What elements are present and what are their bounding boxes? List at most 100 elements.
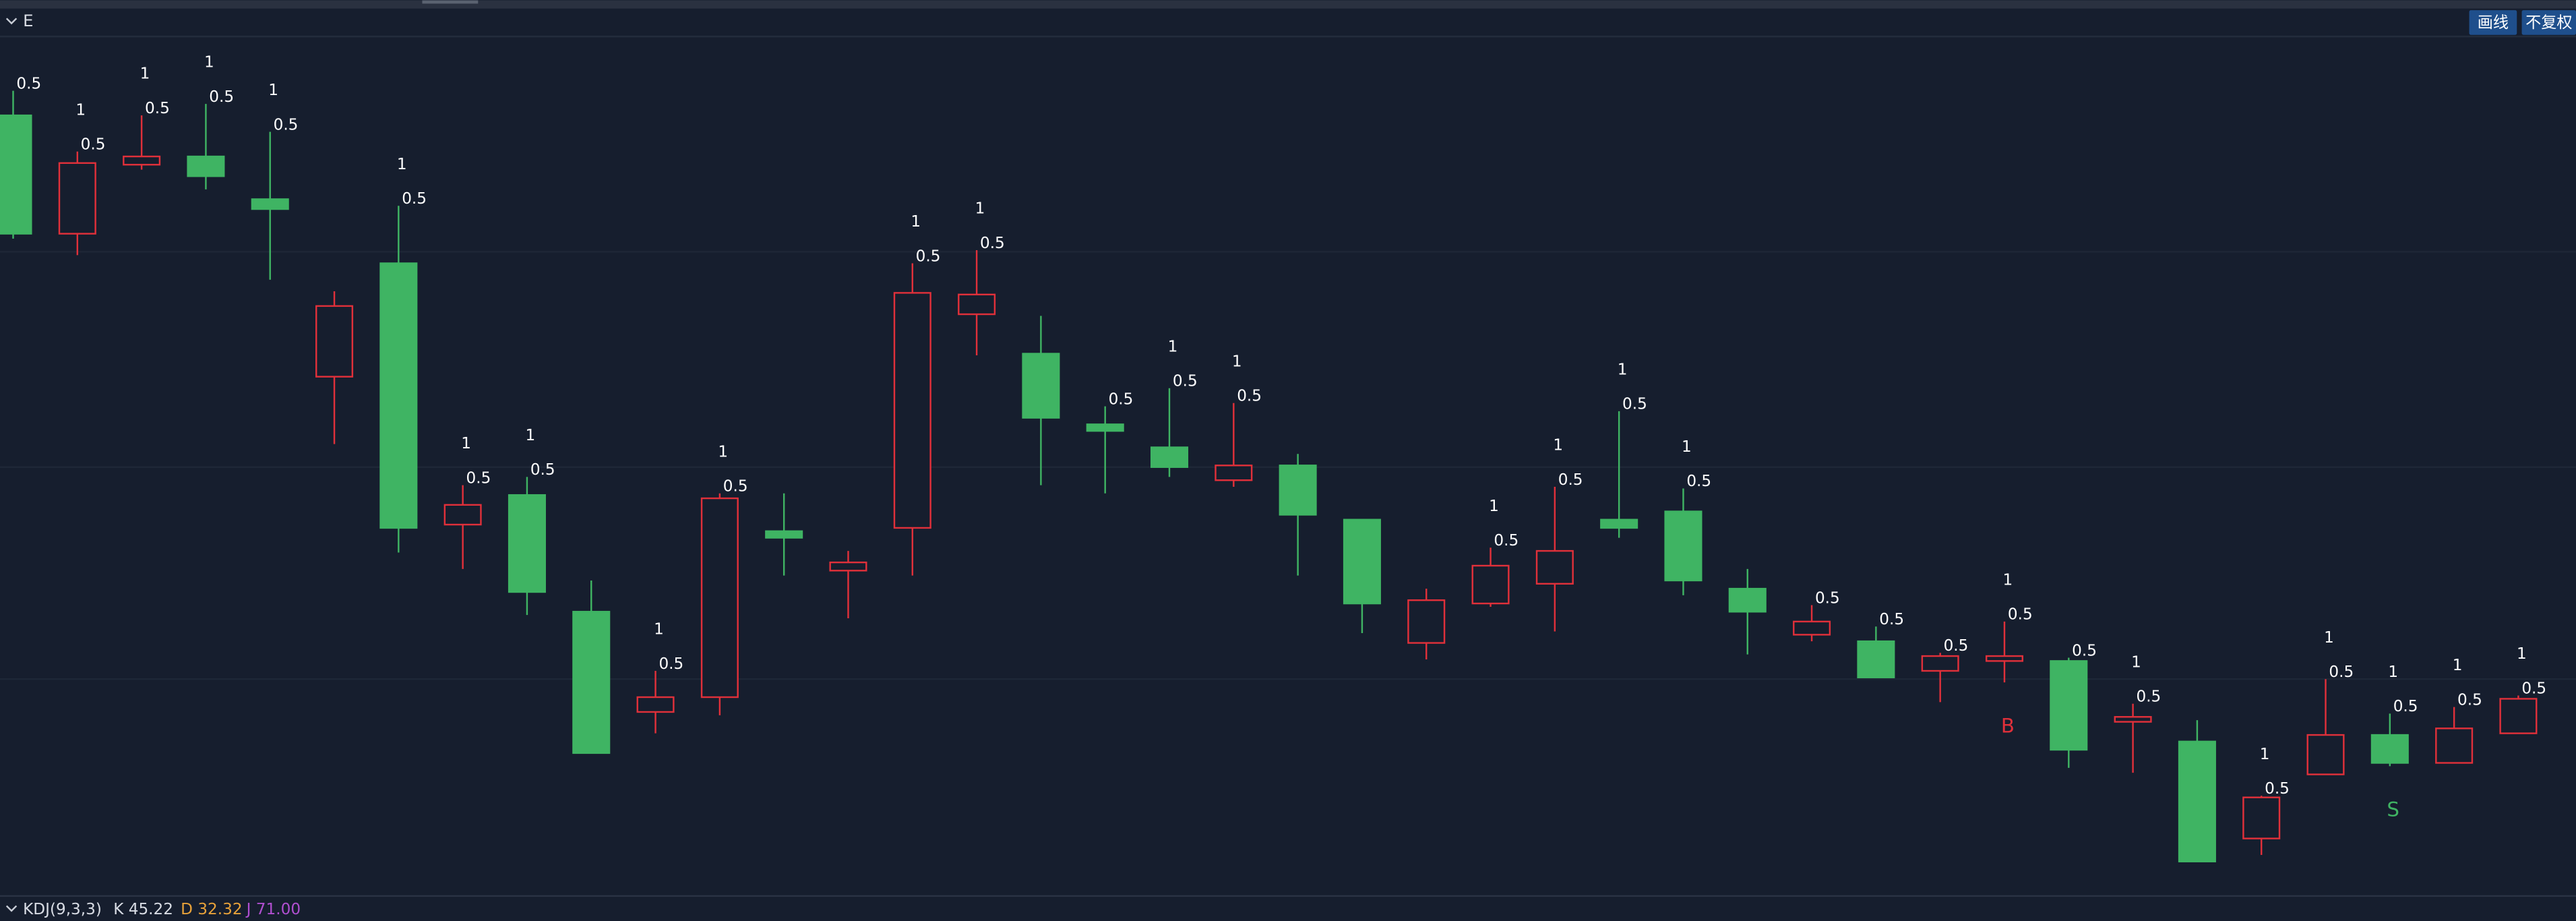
level-label: 0.5 — [723, 478, 748, 496]
level-label: 0.5 — [1173, 373, 1198, 390]
candle-body — [379, 262, 418, 529]
candle-body — [187, 155, 225, 177]
candle-body — [251, 198, 289, 210]
level-label: 0.5 — [1686, 473, 1711, 490]
level-label: 1 — [1553, 437, 1563, 454]
level-label: 0.5 — [1944, 637, 1969, 655]
candle-body — [1343, 518, 1381, 605]
candle-body — [2114, 716, 2152, 723]
candle-body — [1215, 465, 1253, 481]
level-label: 1 — [2131, 653, 2141, 671]
level-label: 1 — [718, 443, 728, 460]
level-label: 1 — [2517, 645, 2527, 663]
level-label: 1 — [2453, 657, 2463, 674]
indicator-k: K 45.22 — [113, 901, 173, 918]
indicator-name: KDJ(9,3,3) — [23, 901, 102, 918]
indicator-j: J 71.00 — [245, 901, 301, 918]
level-label: 1 — [1232, 353, 1242, 370]
level-label: 0.5 — [980, 235, 1005, 252]
candle-body — [1728, 587, 1767, 613]
adjust-button[interactable] — [2521, 10, 2576, 35]
candle-body — [1279, 465, 1317, 516]
signal-label: S — [2387, 798, 2399, 821]
candle-body — [1022, 353, 1060, 419]
level-label: 1 — [2260, 746, 2270, 763]
candle-body — [765, 530, 803, 539]
level-label: 1 — [461, 435, 471, 452]
candle-body — [572, 611, 611, 754]
candle-body — [315, 305, 354, 378]
candle-body — [0, 114, 32, 235]
plot: 0.5 1 0.5 1 0.5 1 0.5 1 0.5 1 0.5 1 0.5 1 0.5 1 0.5 1 0.5 1… — [0, 54, 2546, 862]
level-label: 1 — [1489, 498, 1499, 515]
candle-body — [123, 155, 161, 166]
level-label: 1 — [911, 213, 921, 231]
level-label: 0.5 — [1494, 532, 1519, 549]
level-label: 1 — [1168, 338, 1178, 355]
level-label: 1 — [2003, 571, 2013, 589]
candle-body — [1793, 620, 1831, 636]
candle-body — [700, 497, 739, 699]
candle-body — [1086, 423, 1124, 432]
level-label: 1 — [397, 156, 407, 173]
draw-button-label[interactable]: 画线 — [2478, 14, 2509, 32]
candle-body — [829, 561, 867, 572]
candle-body — [1535, 549, 1574, 585]
adjust-button-label[interactable]: 不复权 — [2525, 14, 2572, 32]
level-label: 0.5 — [274, 116, 299, 133]
level-label: 0.5 — [2457, 691, 2482, 709]
candle-body — [1985, 655, 2024, 662]
level-label: 0.5 — [2072, 642, 2097, 659]
collapse-icon[interactable] — [5, 905, 18, 912]
candle-body — [2242, 796, 2281, 839]
tab-indicator — [422, 0, 479, 4]
level-label: 0.5 — [916, 247, 941, 265]
level-label: 0.5 — [402, 190, 427, 208]
candle-body — [2050, 660, 2088, 751]
candle-body — [2178, 740, 2216, 862]
candle-body — [893, 292, 931, 529]
candle-body — [1664, 510, 1703, 582]
candle-body — [508, 494, 546, 593]
level-label: 0.5 — [2136, 688, 2161, 706]
candle-body — [2370, 734, 2409, 764]
level-label: 0.5 — [81, 136, 106, 154]
candle-body — [1150, 446, 1189, 468]
level-label: 1 — [140, 65, 150, 83]
candle-body — [1471, 564, 1510, 605]
level-label: 1 — [2324, 629, 2334, 647]
level-label: 1 — [526, 427, 536, 444]
candle-body — [1857, 640, 1895, 678]
level-label: 0.5 — [530, 461, 555, 479]
level-label: 0.5 — [2329, 663, 2354, 681]
level-label: 1 — [268, 82, 278, 99]
candle-body — [1600, 518, 1638, 529]
candle-body — [2435, 727, 2474, 764]
level-label: 1 — [975, 200, 985, 218]
level-label: 1 — [75, 101, 86, 119]
candle-body — [443, 504, 482, 526]
level-label: 0.5 — [1109, 390, 1134, 408]
indicator-d: D 32.32 — [181, 901, 242, 918]
pane-title: E — [23, 11, 33, 30]
level-label: 0.5 — [1879, 611, 1904, 628]
level-label: 1 — [654, 621, 664, 638]
level-label: 0.5 — [2008, 606, 2033, 624]
level-label: 0.5 — [1815, 589, 1840, 607]
draw-button[interactable] — [2469, 10, 2517, 35]
level-label: 1 — [1682, 438, 1692, 456]
level-label: 0.5 — [466, 469, 491, 487]
level-label: 0.5 — [1622, 396, 1647, 413]
candle-body — [58, 162, 96, 235]
candle-body — [958, 293, 996, 316]
level-label: 0.5 — [209, 88, 234, 106]
level-label: 0.5 — [16, 75, 41, 92]
signal-label: B — [2001, 714, 2015, 737]
level-label: 0.5 — [1558, 471, 1583, 489]
level-label: 1 — [2388, 663, 2398, 681]
candle-body — [2306, 734, 2345, 775]
candle-body — [636, 696, 675, 713]
collapse-icon[interactable] — [5, 18, 18, 25]
